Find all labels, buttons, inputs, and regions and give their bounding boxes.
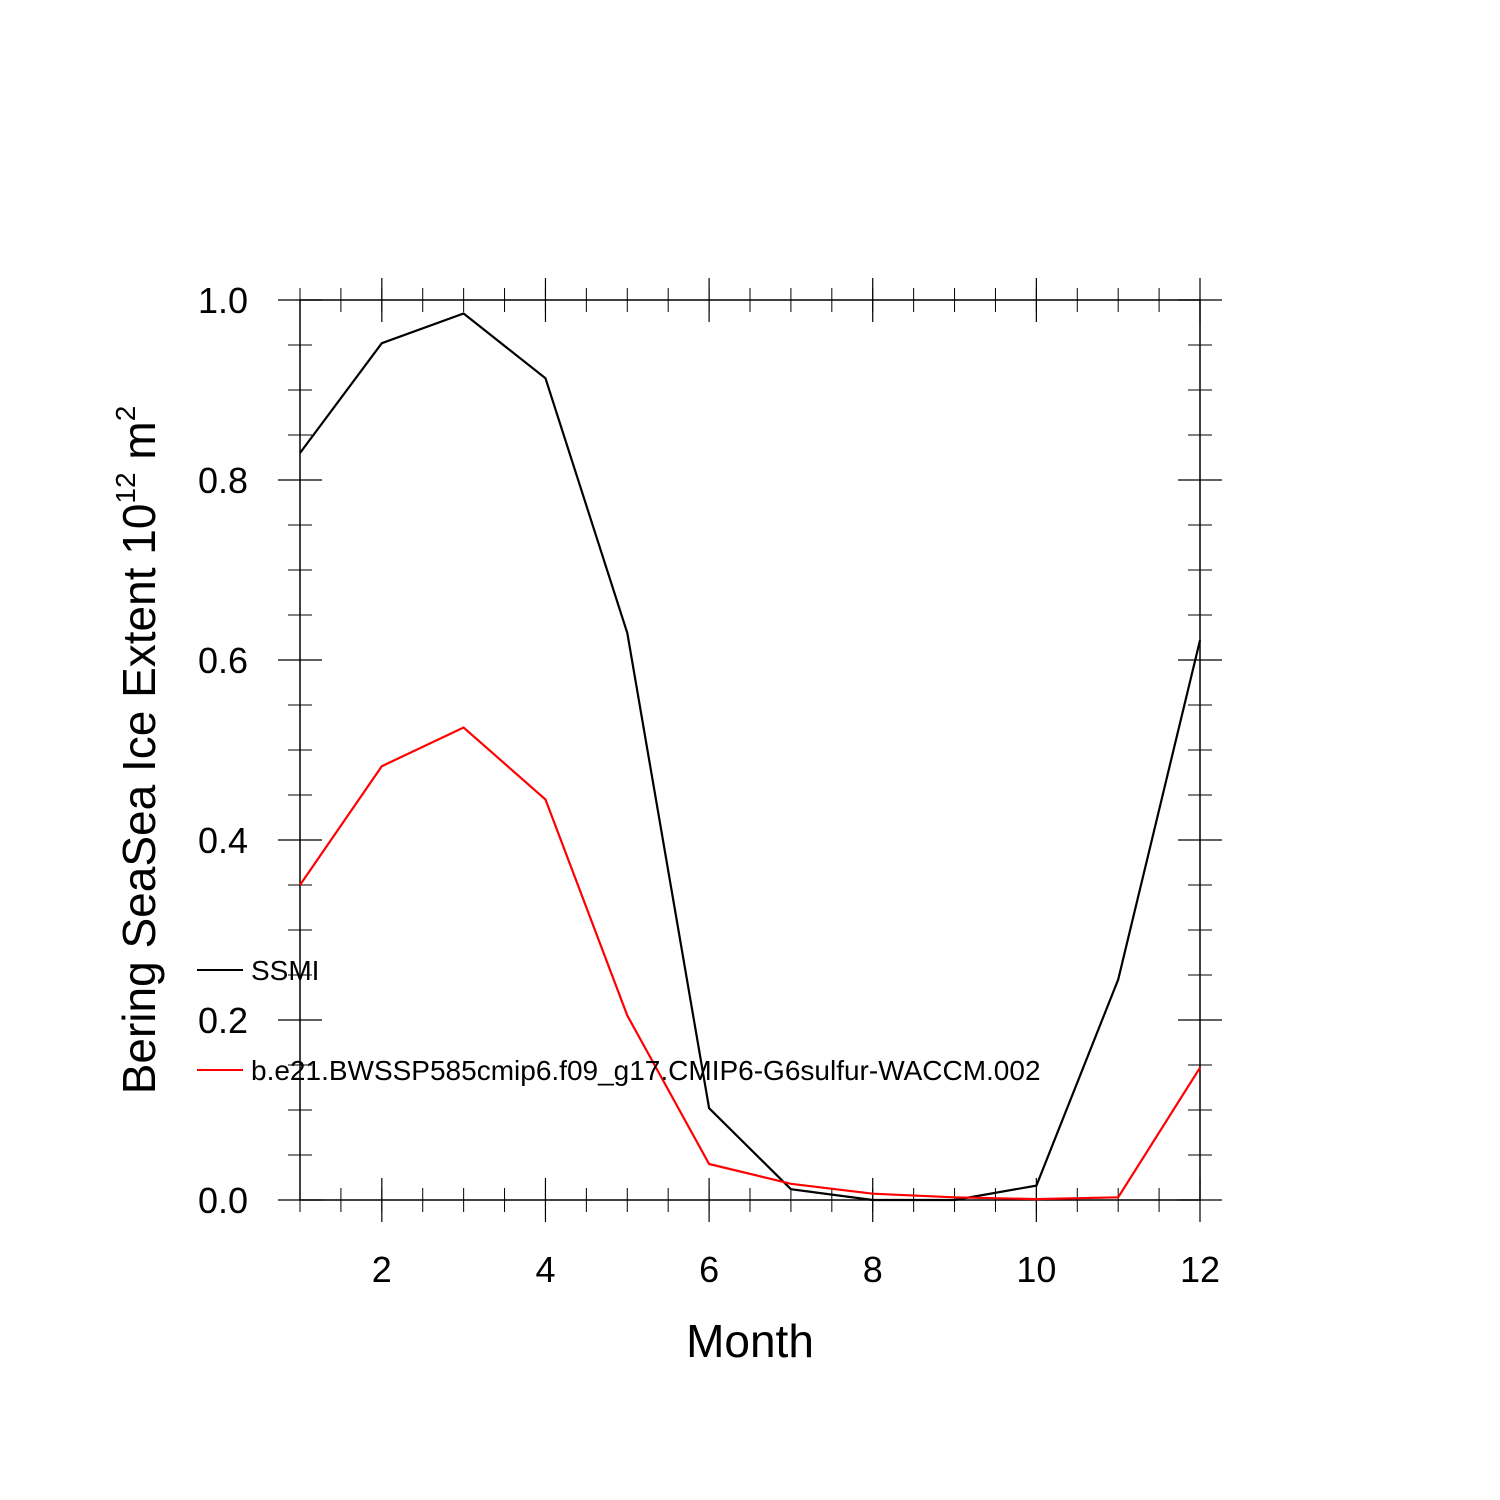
y-axis-title-unit: m: [113, 421, 165, 472]
y-axis-title-exponent: 12: [110, 472, 141, 503]
series-line-ssmi: [299, 312, 1202, 1202]
legend-label-model: b.e21.BWSSP585cmip6.f09_g17.CMIP6-G6sulf…: [251, 1055, 1041, 1086]
y-axis-title-prefix: Bering SeaSea Ice Extent 10: [113, 504, 165, 1095]
y-tick-label: 1.0: [198, 280, 248, 321]
x-tick-labels: 2 4 6 8 10 12: [372, 1249, 1220, 1290]
y-axis-title-unit-exponent: 2: [110, 406, 141, 422]
y-tick-labels: 0.0 0.2 0.4 0.6 0.8 1.0: [198, 280, 248, 1221]
x-tick-label: 2: [372, 1249, 392, 1290]
x-tick-label: 12: [1180, 1249, 1220, 1290]
x-tick-label: 10: [1016, 1249, 1056, 1290]
y-tick-label: 0.0: [198, 1180, 248, 1221]
legend: SSMI b.e21.BWSSP585cmip6.f09_g17.CMIP6-G…: [197, 955, 1041, 1086]
y-tick-label: 0.4: [198, 820, 248, 861]
y-axis-title: Bering SeaSea Ice Extent 1012 m2: [110, 406, 165, 1095]
x-tick-label: 8: [863, 1249, 883, 1290]
x-axis-title: Month: [686, 1315, 814, 1367]
y-tick-label: 0.6: [198, 640, 248, 681]
plot-frame: [299, 299, 1201, 1201]
series-line-model: [299, 726, 1201, 1201]
y-tick-label: 0.8: [198, 460, 248, 501]
x-tick-label: 6: [699, 1249, 719, 1290]
y-tick-label: 0.2: [198, 1000, 248, 1041]
series-lines: [299, 312, 1202, 1202]
legend-label-ssmi: SSMI: [251, 955, 319, 986]
x-tick-label: 4: [535, 1249, 555, 1290]
